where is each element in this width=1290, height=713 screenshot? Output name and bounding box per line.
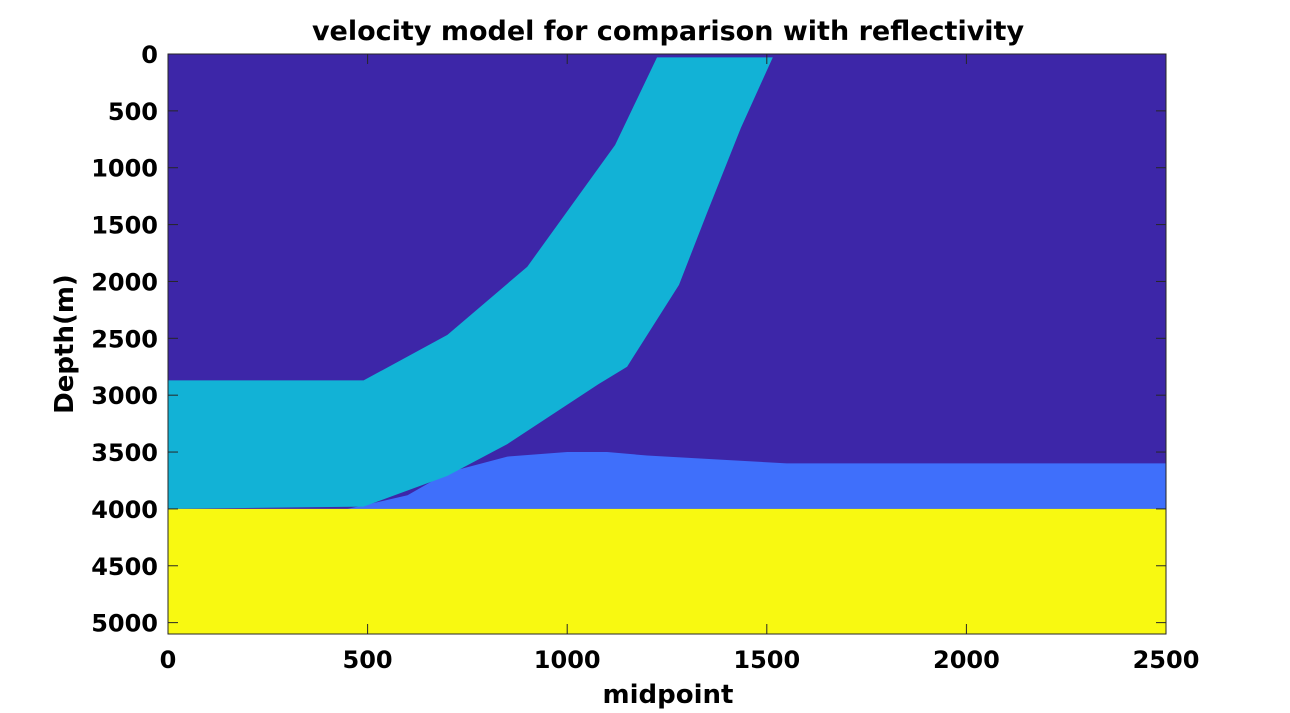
plot-area	[168, 54, 1167, 634]
chart-title: velocity model for comparison with refle…	[312, 16, 1025, 47]
y-tick-label: 3500	[91, 439, 158, 467]
y-axis: 0 500 1000 1500 2000 2500 3000 3500 4000 4500 5000	[91, 41, 1166, 638]
region-deep-layer	[347, 452, 1167, 509]
x-tick-label: 1500	[733, 646, 800, 674]
x-tick-label: 2000	[933, 646, 1000, 674]
x-tick-label: 500	[343, 646, 393, 674]
y-tick-label: 2500	[91, 325, 158, 353]
y-axis-title: Depth(m)	[50, 274, 80, 414]
x-axis: 0 500 1000 1500 2000 2500	[160, 54, 1200, 674]
y-tick-label: 2000	[91, 268, 158, 296]
y-tick-label: 1500	[91, 212, 158, 240]
x-axis-title: midpoint	[603, 680, 734, 710]
plot-frame	[167, 53, 1167, 635]
region-dipping-layer	[168, 57, 773, 509]
region-halfspace	[168, 508, 1166, 634]
y-tick-label: 1000	[91, 155, 158, 183]
x-tick-label: 0	[160, 646, 177, 674]
y-tick-label: 4000	[91, 496, 158, 524]
y-tick-label: 500	[108, 98, 158, 126]
x-tick-label: 2500	[1133, 646, 1200, 674]
y-tick-label: 4500	[91, 553, 158, 581]
y-tick-label: 3000	[91, 382, 158, 410]
x-tick-label: 1000	[534, 646, 601, 674]
y-tick-label: 5000	[91, 610, 158, 638]
y-tick-label: 0	[141, 41, 158, 69]
